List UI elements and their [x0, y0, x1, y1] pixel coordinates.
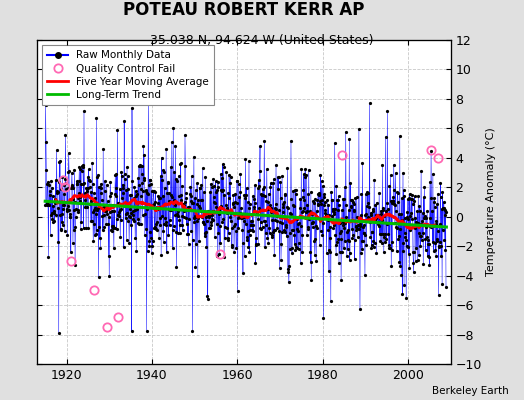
Title: POTEAU ROBERT KERR AP: POTEAU ROBERT KERR AP [123, 1, 364, 19]
Text: 35.038 N, 94.624 W (United States): 35.038 N, 94.624 W (United States) [150, 34, 374, 47]
Y-axis label: Temperature Anomaly (°C): Temperature Anomaly (°C) [486, 128, 496, 276]
Legend: Raw Monthly Data, Quality Control Fail, Five Year Moving Average, Long-Term Tren: Raw Monthly Data, Quality Control Fail, … [42, 45, 214, 105]
Text: Berkeley Earth: Berkeley Earth [432, 386, 508, 396]
